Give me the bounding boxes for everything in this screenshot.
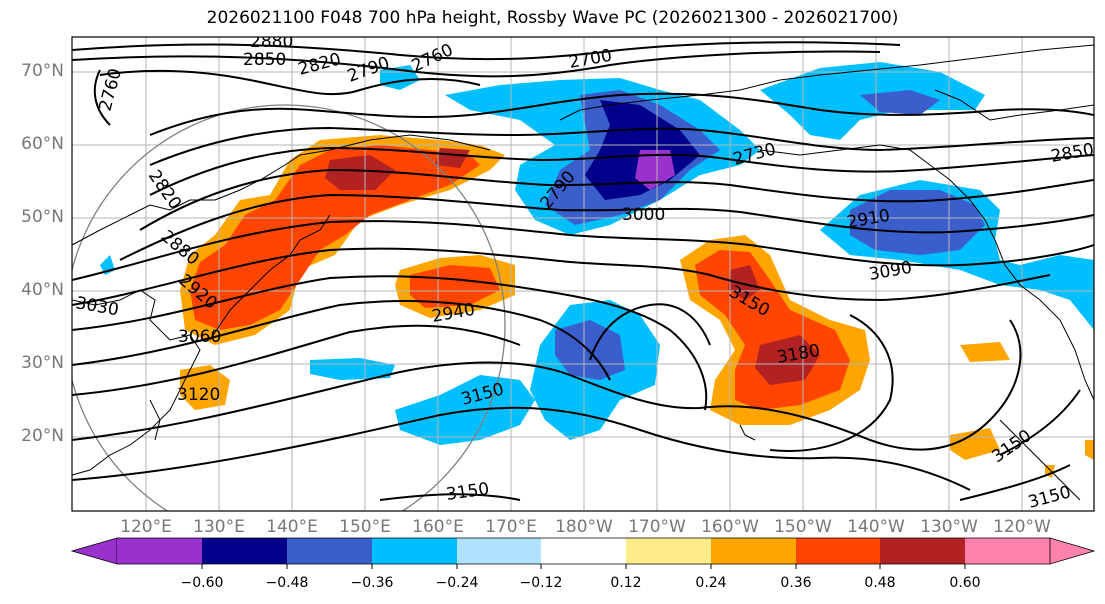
lon-label: 150°W (774, 517, 832, 537)
contour-label: 2850 (243, 50, 286, 70)
contour-label: 3000 (622, 205, 665, 225)
coastlines (72, 44, 1094, 501)
lon-label: 160°E (412, 517, 464, 537)
colorbar-tick-label: 0.48 (864, 575, 896, 591)
colorbar-tick-label: 0.24 (695, 575, 727, 591)
anomaly-shading (100, 62, 1094, 478)
colorbar-segment (202, 538, 287, 564)
lon-label: 140°E (266, 517, 318, 537)
lon-label: 170°W (628, 517, 686, 537)
colorbar-high-extend (1049, 537, 1096, 565)
lon-label: 120°W (993, 517, 1051, 537)
lon-label: 130°W (920, 517, 978, 537)
colorbar-segment (372, 538, 457, 564)
colorbar-tick-label: −0.24 (435, 575, 479, 591)
lon-label: 170°E (485, 517, 537, 537)
colorbar-segment (117, 538, 202, 564)
colorbar-segment (541, 538, 626, 564)
lat-lon-grid (72, 37, 1094, 511)
colorbar-tick-label: 0.36 (780, 575, 812, 591)
colorbar-tick-label: −0.36 (350, 575, 394, 591)
contour-label: 2880 (250, 32, 293, 52)
colorbar-tick-label: 0.12 (610, 575, 642, 591)
lon-label: 120°E (120, 517, 172, 537)
lat-label: 70°N (21, 61, 64, 81)
lon-label: 180°W (555, 517, 613, 537)
colorbar-tick-label: −0.48 (265, 575, 309, 591)
height-contours (72, 41, 1094, 501)
colorbar-segment (965, 538, 1050, 564)
colorbar-tick-label: 0.60 (949, 575, 981, 591)
lat-label: 40°N (21, 280, 64, 300)
map-title: 2026021100 F048 700 hPa height, Rossby W… (206, 8, 899, 28)
lon-label: 160°W (701, 517, 759, 537)
lon-label: 150°E (339, 517, 391, 537)
lat-label: 60°N (21, 134, 64, 154)
contour-label: 3120 (177, 385, 220, 405)
colorbar-segment (711, 538, 796, 564)
colorbar-tick-label: −0.12 (519, 575, 563, 591)
colorbar-segment (796, 538, 880, 564)
colorbar-segment (880, 538, 965, 564)
colorbar-low-extend (70, 537, 118, 565)
lon-label: 140°W (847, 517, 905, 537)
colorbar-segment (287, 538, 372, 564)
region-circle (72, 104, 506, 511)
colorbar-segment (626, 538, 711, 564)
lat-label: 20°N (21, 426, 64, 446)
lon-label: 130°E (193, 517, 245, 537)
contour-label: 3060 (178, 327, 221, 347)
colorbar-segment (457, 538, 541, 564)
lat-label: 50°N (21, 207, 64, 227)
lat-label: 30°N (21, 353, 64, 373)
colorbar-tick-label: −0.60 (180, 575, 224, 591)
colorbar (70, 537, 1096, 569)
